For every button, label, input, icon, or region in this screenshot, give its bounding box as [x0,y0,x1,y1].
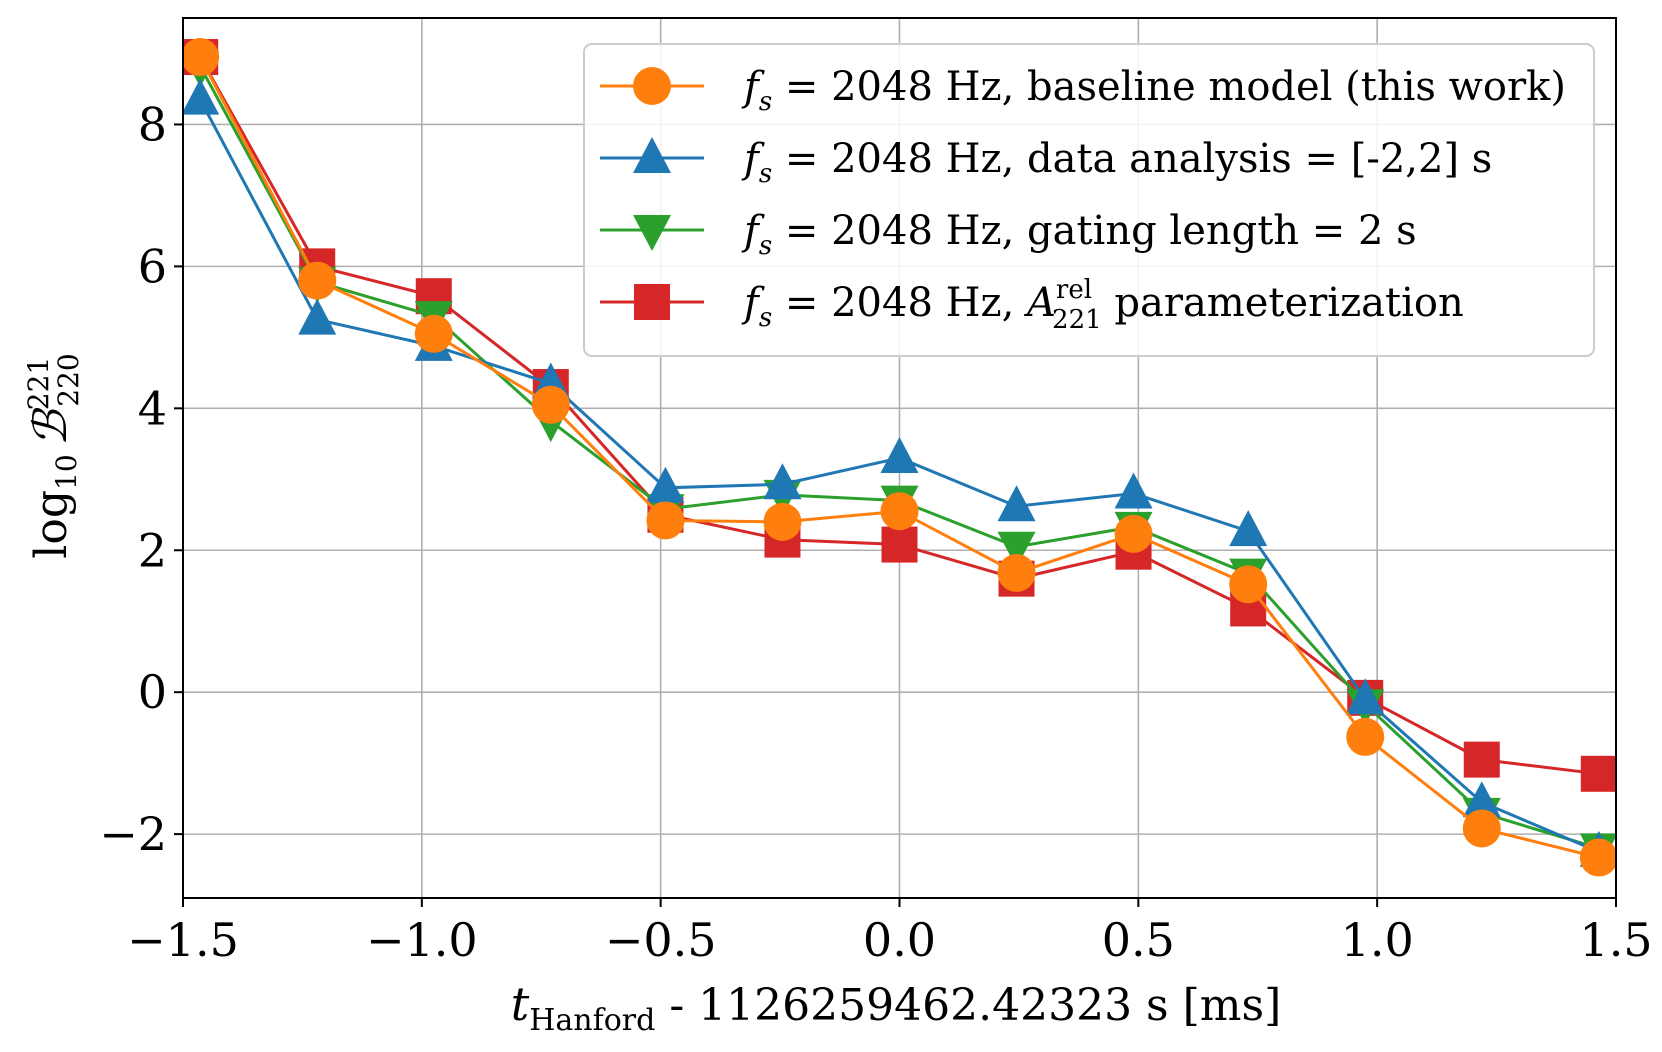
data-point-triangle-up [1229,510,1268,547]
series-circle-group [183,38,1616,877]
data-point-circle [531,385,570,424]
legend-var-sub: s [759,303,772,333]
x-axis-label-var: t [511,977,530,1031]
x-tick-label: 1.0 [1341,913,1414,967]
data-point-triangle-up [183,78,220,115]
legend-marker-triangle-down [633,215,671,251]
data-point-triangle-up [763,463,802,500]
data-point-circle [646,501,685,540]
data-point-triangle-down [997,531,1036,568]
data-point-circle [1462,809,1501,848]
data-point-triangle-up [997,485,1036,522]
legend-var-sub: s [759,231,772,261]
y-axis-label-symbol: ℬ [23,407,77,446]
data-point-circle [880,492,919,531]
y-axis-label: log10 ℬ221220 [22,353,85,558]
legend-main: = 2048 Hz, baseline model (this work) [772,64,1566,110]
ticks: −1.5 −1.0 −0.5 0.0 0.5 1.0 1.5 −2 0 2 4 6 8 [99,97,1652,967]
legend: fs = 2048 Hz, baseline model (this work)… [583,43,1595,357]
legend-label: fs = 2048 Hz, gating length = 2 s [741,208,1417,261]
data-point-circle [414,314,453,353]
data-point-circle [763,502,802,541]
data-point-circle [997,553,1036,592]
data-point-circle [298,261,337,300]
data-point-triangle-up [298,298,337,335]
data-point-circle [1346,717,1385,756]
data-point-triangle-up [880,437,919,473]
y-axis-label-sub: 220 [52,353,85,406]
data-point-circle [1114,514,1153,553]
data-point-square [881,526,918,563]
legend-label: fs = 2048 Hz, data analysis = [-2,2] s [741,136,1492,189]
y-tick-label: 8 [138,97,167,151]
y-tick-label: 6 [138,239,167,293]
legend-main: = 2048 Hz, gating length = 2 s [772,208,1417,254]
legend-label: fs = 2048 Hz, baseline model (this work) [741,64,1566,117]
x-tick-label: −1.0 [366,913,478,967]
legend-entry: fs = 2048 Hz, gating length = 2 s [600,208,1417,261]
legend-entry: fs = 2048 Hz, data analysis = [-2,2] s [600,136,1492,189]
x-tick-label: −0.5 [605,913,717,967]
x-axis-label-rest: - 1126259462.42323 s [ms] [655,980,1281,1031]
legend-symbol-sup: rel [1056,275,1092,305]
legend-entry: fs = 2048 Hz, Arel 221 parameterization [600,275,1464,335]
legend-symbol: A [1023,280,1056,326]
legend-marker-square [634,284,670,320]
data-point-circle [183,38,220,77]
y-tick-label: −2 [99,807,167,861]
y-tick-label: 4 [138,381,167,435]
x-axis-label: tHanford - 1126259462.42323 s [ms] [511,977,1282,1038]
data-point-circle [1229,565,1268,604]
legend-marker-triangle-up [633,137,671,173]
x-tick-label: 0.0 [863,913,936,967]
series-layer [183,38,1616,877]
legend-label: fs = 2048 Hz, Arel 221 parameterization [741,275,1464,335]
y-tick-label: 0 [138,665,167,719]
data-point-circle [1579,838,1616,877]
legend-symbol-sub: 221 [1052,305,1102,335]
data-point-triangle-up [646,466,685,503]
data-point-square [1463,741,1500,778]
x-tick-label: 1.5 [1579,913,1652,967]
data-point-square [1580,755,1616,792]
legend-var-sub: s [759,87,772,117]
y-axis-label-prefix-sub: 10 [50,454,83,490]
legend-main: = 2048 Hz, data analysis = [-2,2] s [772,136,1492,182]
x-tick-label: −1.5 [127,913,239,967]
x-axis-label-sub: Hanford [529,1003,655,1038]
data-point-triangle-up [1462,781,1501,818]
series-clip-group [183,38,1616,877]
y-axis-label-sup: 221 [22,357,55,410]
data-point-triangle-up [1114,472,1153,509]
legend-tail: parameterization [1102,280,1464,326]
legend-var-sub: s [759,159,772,189]
data-point-triangle-up [1346,678,1385,715]
legend-entry: fs = 2048 Hz, baseline model (this work) [600,64,1566,117]
x-tick-label: 0.5 [1102,913,1175,967]
legend-marker-circle [633,67,671,105]
y-axis-label-prefix: log [26,490,77,559]
legend-box [583,43,1595,357]
y-tick-label: 2 [138,523,167,577]
legend-main: = 2048 Hz, [772,280,1027,326]
